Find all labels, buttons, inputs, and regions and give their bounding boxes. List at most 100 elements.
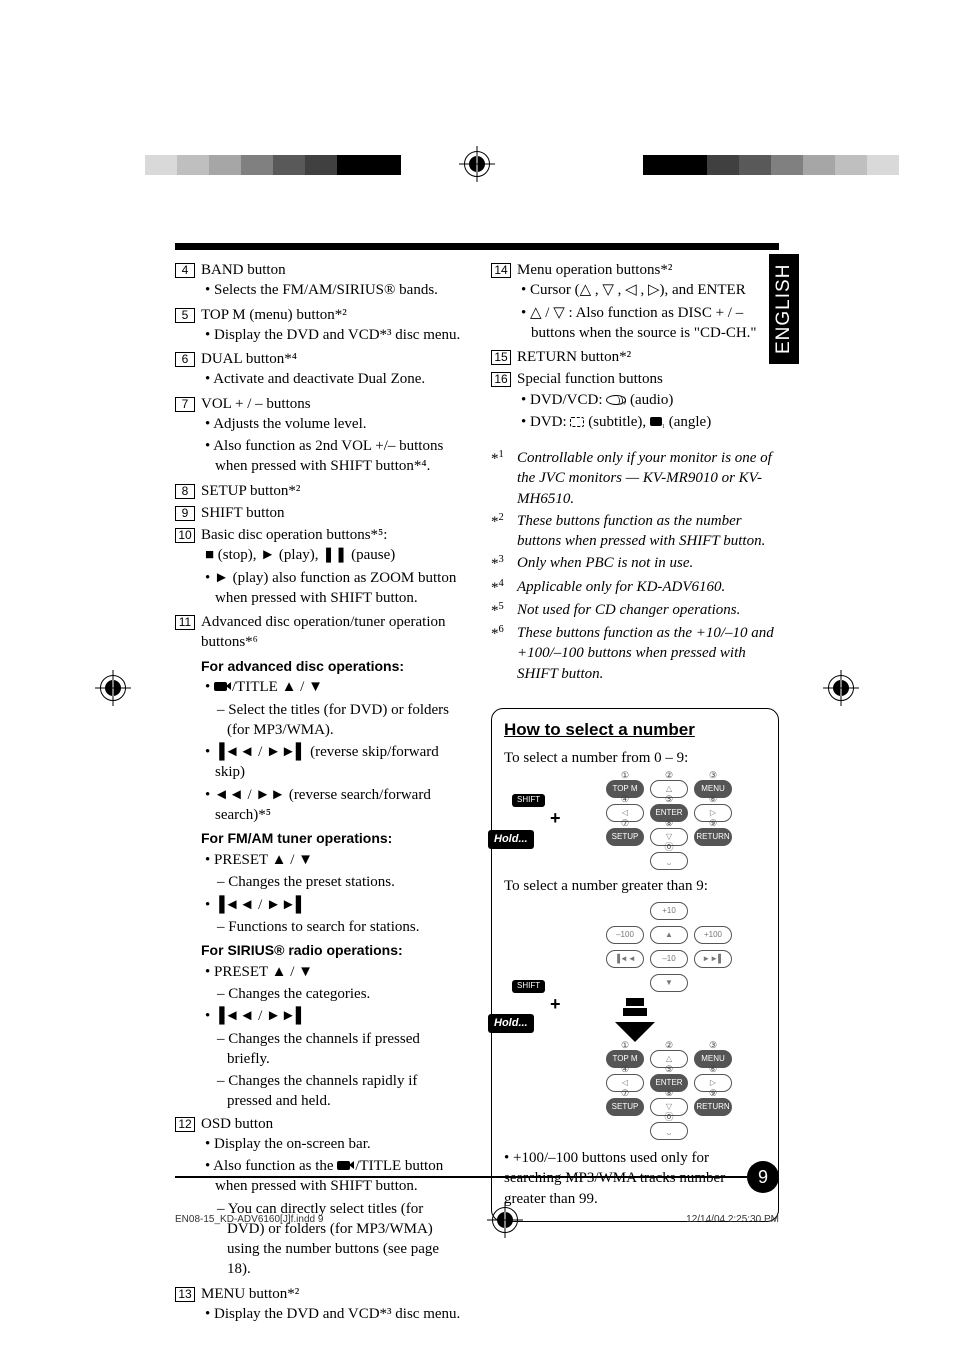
key-setup: ⑦SETUP (606, 828, 644, 846)
footer-right: 12/14/04 2:25:30 PM (686, 1213, 779, 1227)
list-item: • ▐◄◄ / ►►▌ (201, 1006, 463, 1026)
howto-line: To select a number greater than 9: (504, 876, 766, 896)
shift-label: SHIFT (512, 794, 545, 807)
list-item: • ▐◄◄ / ►►▌ (201, 895, 463, 915)
keypad-diagram-2: +10 –100 ▲ +100 ▐◄◄ –10 ►►▌ ▼ SHIFT + Ho… (564, 902, 774, 992)
key-plus10: +10 (650, 902, 688, 920)
key-skipfwd: ►►▌ (694, 950, 732, 968)
keypad-diagram: SHIFT + Hold... ①TOP M ②△ ③MENU ④◁ ⑤ENTE… (564, 780, 774, 870)
key-minus10: –10 (650, 950, 688, 968)
item-title: OSD button (201, 1114, 463, 1134)
item-number: 9 (175, 506, 195, 521)
item-sub: • Cursor (△ , ▽ , ◁ , ▷), and ENTER (517, 280, 779, 300)
list-item: – Changes the channels if pressed briefl… (201, 1029, 463, 1070)
list-item: – Changes the categories. (201, 984, 463, 1004)
print-footer: EN08-15_KD-ADV6160[J]f.indd 9 12/14/04 2… (175, 1207, 779, 1233)
item-sub: • DVD/VCD: (audio) (517, 390, 779, 410)
item-sub: • Activate and deactivate Dual Zone. (201, 369, 463, 389)
camera-icon (214, 679, 232, 695)
item-sub: • Adjusts the volume level. (201, 414, 463, 434)
registration-mark-icon (100, 675, 126, 701)
registration-mark-icon (828, 675, 854, 701)
item-title: Basic disc operation buttons*⁵: (201, 525, 463, 545)
list-item: • PRESET ▲ / ▼ (201, 962, 463, 982)
item-title: RETURN button*² (517, 347, 779, 367)
arrow-icon (623, 1008, 647, 1016)
subtitle-icon (570, 417, 584, 427)
item-sub: • Display the on-screen bar. (201, 1134, 463, 1154)
footnotes: *1Controllable only if your monitor is o… (491, 448, 779, 684)
item-number: 11 (175, 615, 195, 630)
item-sub: • Display the DVD and VCD*³ disc menu. (201, 325, 463, 345)
item-title: Special function buttons (517, 369, 779, 389)
item-title: SHIFT button (201, 503, 463, 523)
key-return: ⑨RETURN (694, 1098, 732, 1116)
keypad-diagram-3: ①TOP M ②△ ③MENU ④◁ ⑤ENTER ⑥▷ ⑦SETUP ⑧▽ ⑨… (564, 1050, 774, 1140)
key-up: ▲ (650, 926, 688, 944)
key-setup: ⑦SETUP (606, 1098, 644, 1116)
angle-icon (650, 414, 665, 430)
key-down: ▼ (650, 974, 688, 992)
hold-label: Hold... (488, 830, 534, 849)
page-rule (175, 1176, 747, 1178)
item-title: TOP M (menu) button*² (201, 305, 463, 325)
key-return: ⑨RETURN (694, 828, 732, 846)
item-sub: • △ / ▽ : Also function as DISC + / – bu… (517, 303, 779, 344)
registration-mark-icon (492, 1207, 518, 1233)
item-sub: • Selects the FM/AM/SIRIUS® bands. (201, 280, 463, 300)
list-item: • PRESET ▲ / ▼ (201, 850, 463, 870)
item-number: 7 (175, 397, 195, 412)
item-title: BAND button (201, 260, 463, 280)
howto-box: How to select a number To select a numbe… (491, 708, 779, 1222)
item-title: Advanced disc operation/tuner operation … (201, 612, 463, 653)
item-number: 6 (175, 352, 195, 367)
right-column: 14 Menu operation buttons*² • Cursor (△ … (491, 260, 779, 1161)
key-zero: ⓪⎵ (650, 852, 688, 870)
list-item: • /TITLE ▲ / ▼ (201, 677, 463, 697)
list-item: • ▐◄◄ / ►►▌ (reverse skip/forward skip) (201, 742, 463, 783)
item-number: 16 (491, 372, 511, 387)
footnote-text: Controllable only if your monitor is one… (517, 448, 779, 509)
item-number: 8 (175, 484, 195, 499)
key-skipback: ▐◄◄ (606, 950, 644, 968)
footnote-text: These buttons function as the +10/–10 an… (517, 623, 779, 684)
item-sub: • ► (play) also function as ZOOM button … (201, 568, 463, 609)
item-number: 14 (491, 263, 511, 278)
camera-icon (337, 1158, 355, 1174)
plus-icon: + (550, 806, 561, 830)
registration-mark-icon (464, 151, 490, 177)
item-title: DUAL button*⁴ (201, 349, 463, 369)
shift-label: SHIFT (512, 980, 545, 993)
hold-label: Hold... (488, 1014, 534, 1033)
list-item: – Changes the channels rapidly if presse… (201, 1071, 463, 1112)
item-number: 15 (491, 350, 511, 365)
section-heading: For FM/AM tuner operations: (201, 829, 463, 848)
key-minus100: –100 (606, 926, 644, 944)
footnote-text: Not used for CD changer operations. (517, 600, 779, 621)
page-content: 4 BAND button • Selects the FM/AM/SIRIUS… (175, 260, 779, 1161)
howto-title: How to select a number (504, 719, 766, 742)
howto-note: • +100/–100 buttons used only for search… (504, 1148, 766, 1209)
item-title: VOL + / – buttons (201, 394, 463, 414)
item-title: SETUP button*² (201, 481, 463, 501)
item-number: 12 (175, 1117, 195, 1132)
header-rule (175, 243, 779, 250)
item-number: 10 (175, 528, 195, 543)
item-sub: • DVD: (subtitle), (angle) (517, 412, 779, 432)
item-title: Menu operation buttons*² (517, 260, 779, 280)
arrow-icon (626, 998, 644, 1006)
footnote-text: Only when PBC is not in use. (517, 553, 779, 574)
list-item: – Select the titles (for DVD) or folders… (201, 700, 463, 741)
list-item: – Changes the preset stations. (201, 872, 463, 892)
footnote-text: Applicable only for KD-ADV6160. (517, 577, 779, 598)
list-item: • ◄◄ / ►► (reverse search/forward search… (201, 785, 463, 826)
item-number: 4 (175, 263, 195, 278)
howto-line: To select a number from 0 – 9: (504, 748, 766, 768)
left-column: 4 BAND button • Selects the FM/AM/SIRIUS… (175, 260, 463, 1161)
footer-left: EN08-15_KD-ADV6160[J]f.indd 9 (175, 1213, 323, 1227)
key-plus100: +100 (694, 926, 732, 944)
item-number: 13 (175, 1287, 195, 1302)
plus-icon: + (550, 992, 561, 1016)
list-item: – Functions to search for stations. (201, 917, 463, 937)
item-number: 5 (175, 308, 195, 323)
